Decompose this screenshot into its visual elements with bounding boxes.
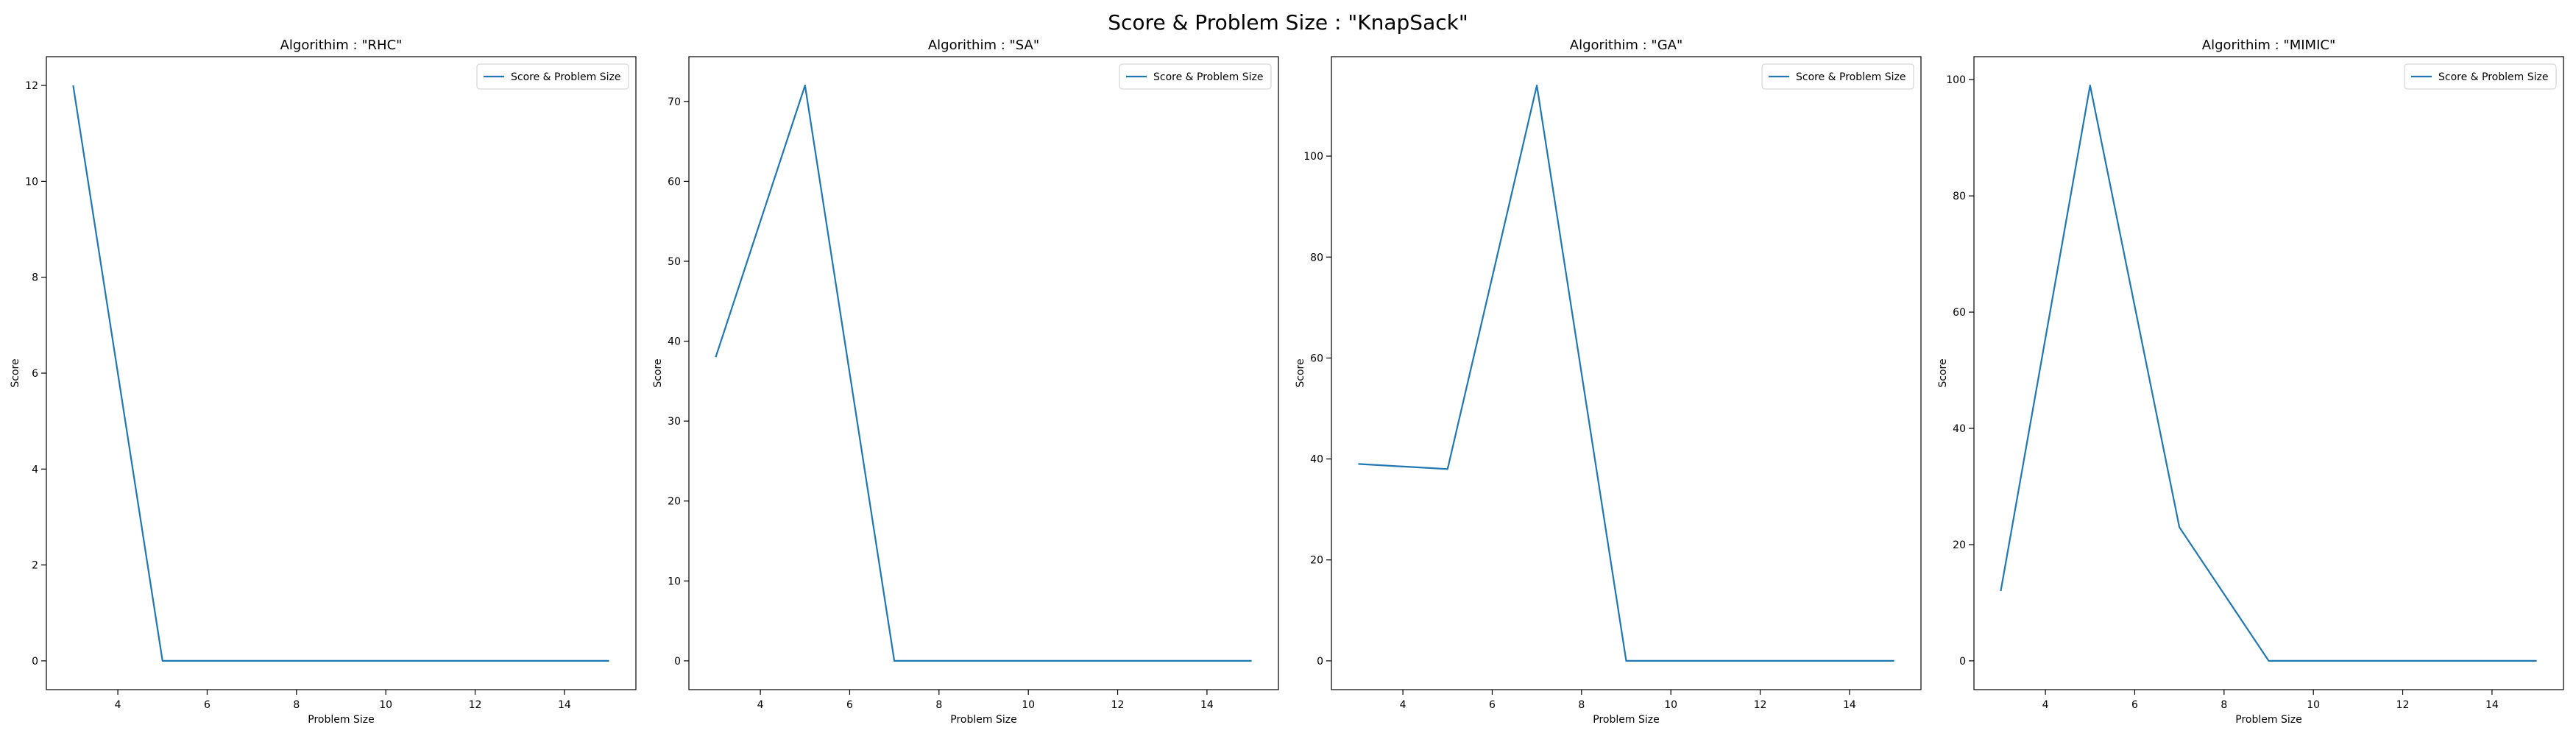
x-tick-label: 10	[2307, 699, 2320, 711]
x-tick-label: 4	[1400, 699, 1406, 711]
y-tick-label: 0	[1959, 656, 1966, 668]
x-axis-label: Problem Size	[308, 714, 374, 726]
y-tick-label: 60	[1310, 353, 1323, 364]
x-tick-label: 8	[293, 699, 300, 711]
x-tick-label: 10	[379, 699, 392, 711]
x-tick-label: 4	[757, 699, 764, 711]
y-tick-label: 50	[668, 256, 681, 268]
x-tick-label: 14	[1843, 699, 1856, 711]
x-axis-label: Problem Size	[1593, 714, 1659, 726]
y-tick-label: 70	[668, 96, 681, 108]
y-tick-label: 40	[1310, 454, 1323, 466]
subplot-title: Algorithim : "MIMIC"	[2202, 38, 2335, 53]
y-tick-label: 100	[1946, 74, 1966, 86]
y-tick-label: 8	[32, 272, 38, 284]
x-tick-label: 4	[115, 699, 121, 711]
y-tick-label: 10	[25, 176, 38, 188]
subplot-title: Algorithim : "SA"	[928, 38, 1039, 53]
y-tick-label: 40	[1953, 423, 1966, 435]
legend-box	[2404, 63, 2557, 90]
x-tick-label: 8	[935, 699, 942, 711]
x-tick-label: 4	[2042, 699, 2049, 711]
legend: Score & Problem Size	[1761, 63, 1914, 90]
y-axis-label: Score	[1937, 358, 1949, 387]
x-axis-label: Problem Size	[950, 714, 1016, 726]
x-axis-label: Problem Size	[2235, 714, 2301, 726]
legend-box	[476, 63, 629, 90]
legend-label: Score & Problem Size	[511, 71, 620, 83]
y-tick-label: 20	[1953, 539, 1966, 551]
x-tick-label: 6	[204, 699, 210, 711]
x-tick-label: 12	[2396, 699, 2410, 711]
x-tick-label: 14	[558, 699, 571, 711]
x-tick-label: 14	[1200, 699, 1214, 711]
y-axis-label: Score	[10, 358, 21, 387]
series-line	[715, 84, 1252, 662]
y-tick-label: 60	[668, 176, 681, 188]
y-tick-label: 4	[32, 464, 38, 475]
series-line	[72, 85, 609, 662]
series-line	[2000, 84, 2537, 662]
y-tick-label: 0	[32, 656, 38, 668]
y-tick-label: 6	[32, 368, 38, 380]
axes-frame	[1331, 56, 1922, 690]
subplot-title: Algorithim : "GA"	[1570, 38, 1682, 53]
series-line	[1358, 84, 1894, 662]
y-tick-label: 100	[1303, 151, 1323, 163]
y-tick-label: 40	[668, 336, 681, 348]
subplot-0: Algorithim : "RHC" 4 6 8 10 12 14 0 2 4 6 8 10 12 Prob…	[10, 38, 637, 726]
axes-frame	[688, 56, 1279, 690]
y-tick-label: 80	[1310, 252, 1323, 263]
subplot-title: Algorithim : "RHC"	[280, 38, 403, 53]
figure-title: Score & Problem Size : "KnapSack"	[1108, 10, 1468, 35]
subplot-3: Algorithim : "MIMIC" 4 6 8 10 12 14 0 20 40 60 80 10…	[1937, 38, 2564, 726]
y-tick-label: 10	[668, 576, 681, 587]
x-tick-label: 6	[1489, 699, 1496, 711]
x-tick-label: 12	[469, 699, 482, 711]
legend-label: Score & Problem Size	[1796, 71, 1906, 83]
axes-frame	[1973, 56, 2564, 690]
legend: Score & Problem Size	[2404, 63, 2557, 90]
x-tick-label: 10	[1664, 699, 1677, 711]
legend-box	[1761, 63, 1914, 90]
x-tick-label: 12	[1111, 699, 1125, 711]
legend-box	[1119, 63, 1272, 90]
y-tick-label: 0	[674, 656, 681, 668]
legend-label: Score & Problem Size	[2438, 71, 2548, 83]
y-tick-label: 60	[1953, 307, 1966, 319]
x-tick-label: 14	[2485, 699, 2499, 711]
y-tick-label: 2	[32, 560, 38, 572]
y-tick-label: 80	[1953, 191, 1966, 202]
subplot-1: Algorithim : "SA" 4 6 8 10 12 14 0 10 20 30 40 50 60 7…	[652, 38, 1279, 726]
x-tick-label: 8	[2221, 699, 2227, 711]
x-tick-label: 10	[1022, 699, 1035, 711]
y-tick-label: 20	[668, 496, 681, 508]
subplot-2: Algorithim : "GA" 4 6 8 10 12 14 0 20 40 60 80 100 Pr…	[1295, 38, 1922, 726]
x-tick-label: 6	[2131, 699, 2138, 711]
legend-label: Score & Problem Size	[1153, 71, 1263, 83]
axes-frame	[46, 56, 637, 690]
x-tick-label: 6	[846, 699, 853, 711]
y-axis-label: Score	[652, 358, 664, 387]
y-axis-label: Score	[1295, 358, 1306, 387]
y-tick-label: 30	[668, 416, 681, 428]
y-tick-label: 20	[1310, 555, 1323, 567]
legend: Score & Problem Size	[476, 63, 629, 90]
y-tick-label: 12	[25, 80, 38, 92]
y-tick-label: 0	[1317, 656, 1323, 668]
legend: Score & Problem Size	[1119, 63, 1272, 90]
x-tick-label: 12	[1754, 699, 1767, 711]
x-tick-label: 8	[1578, 699, 1585, 711]
